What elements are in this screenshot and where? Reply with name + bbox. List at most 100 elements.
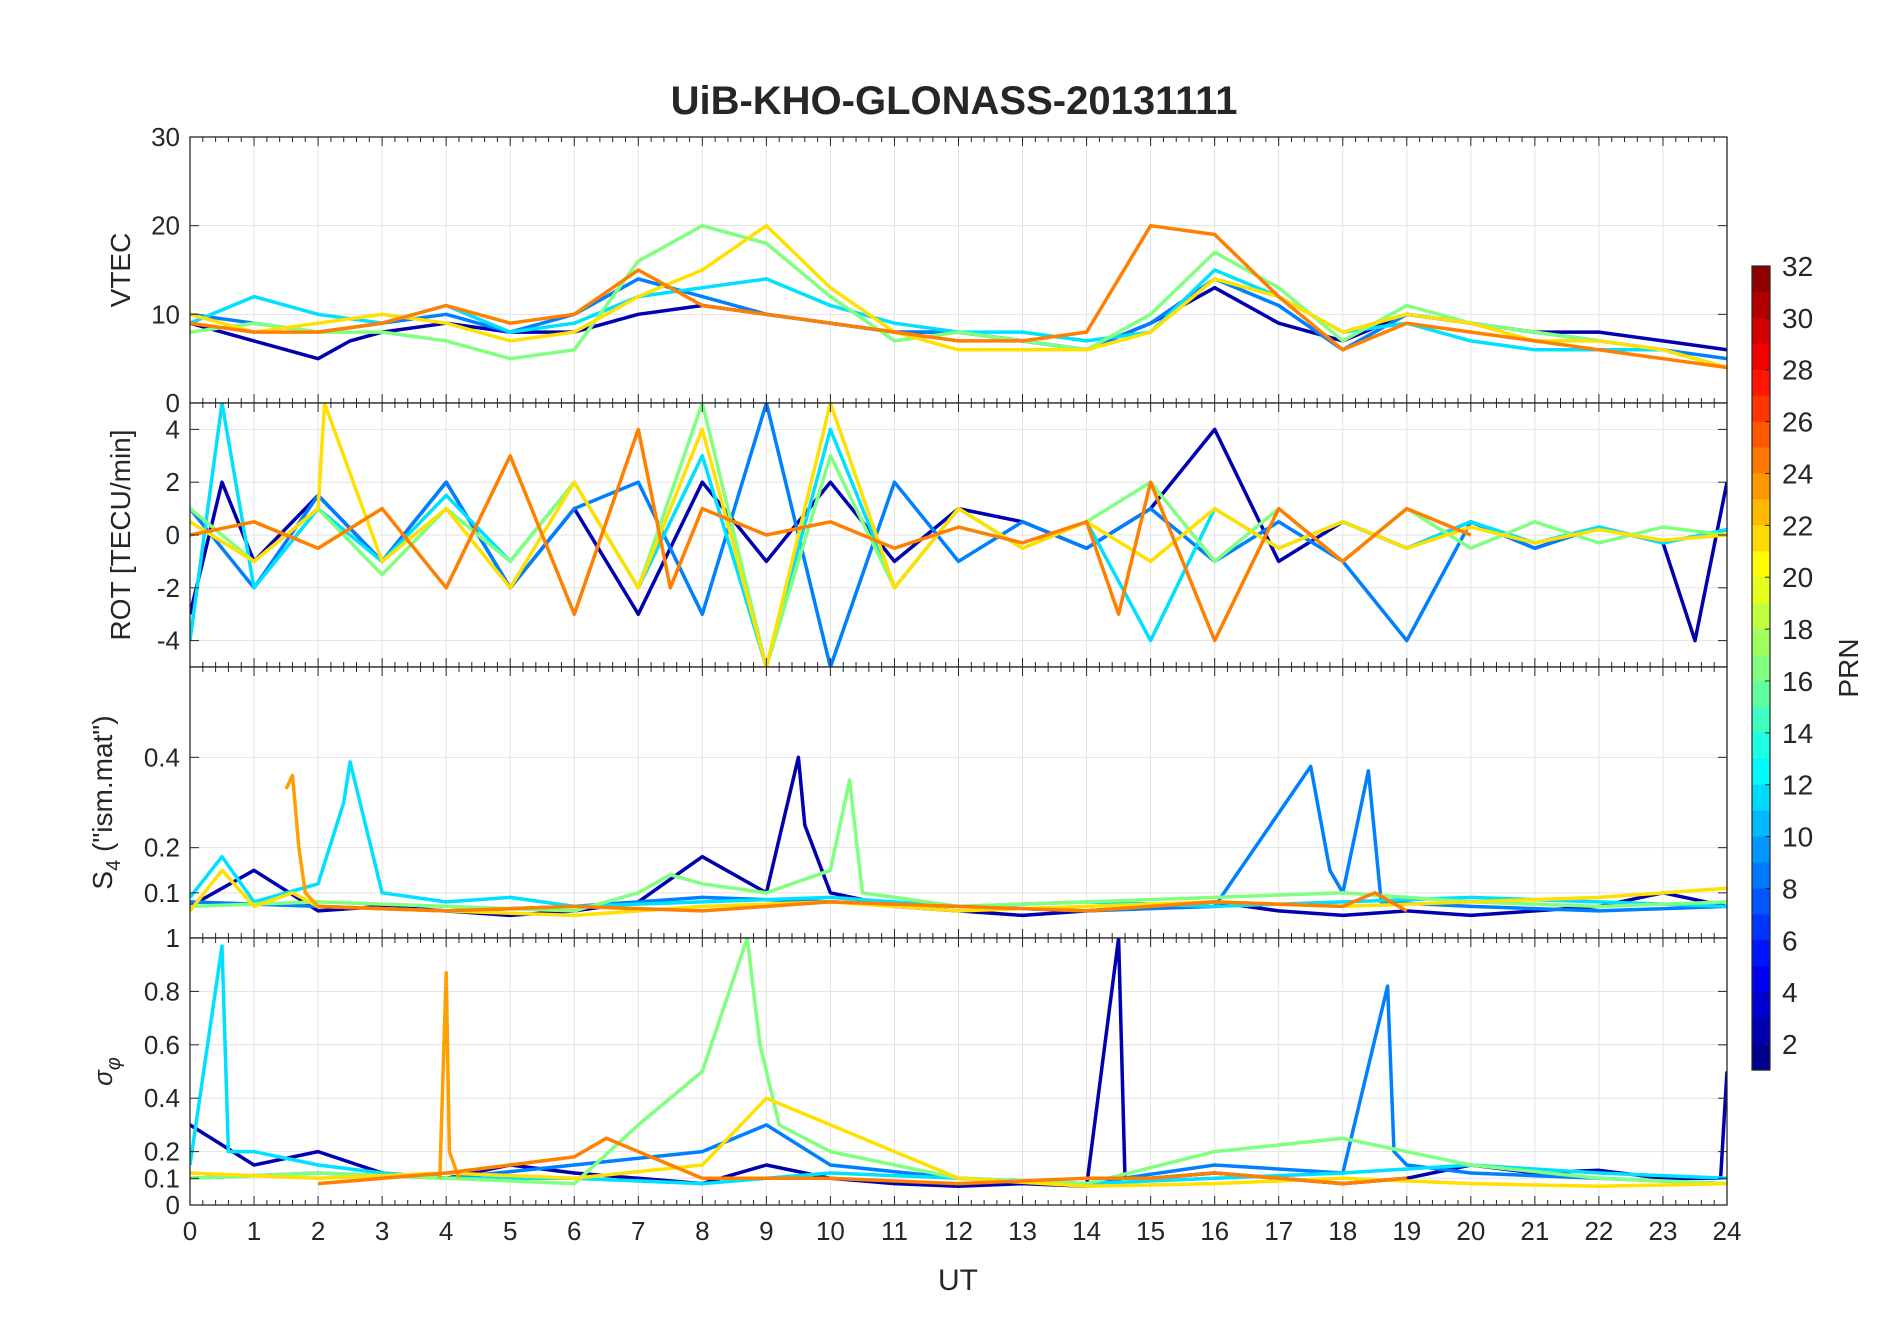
y-tick-label: 0.4 — [144, 742, 180, 772]
x-tick-label: 15 — [1136, 1216, 1165, 1246]
colorbar-band — [1752, 266, 1770, 293]
colorbar-band — [1752, 732, 1770, 760]
colorbar-tick-label: 20 — [1782, 562, 1813, 593]
colorbar-band — [1752, 862, 1770, 890]
series-group — [190, 755, 1727, 918]
x-tick-label: 0 — [183, 1216, 197, 1246]
colorbar-band — [1752, 629, 1770, 656]
colorbar-tick-label: 18 — [1782, 614, 1813, 645]
colorbar-tick-label: 32 — [1782, 251, 1813, 282]
data-series-line — [190, 868, 1727, 918]
colorbar-band — [1752, 577, 1770, 604]
colorbar-band — [1752, 1018, 1770, 1045]
colorbar-band — [1752, 603, 1770, 630]
colorbar-band — [1752, 966, 1770, 993]
colorbar-band — [1752, 343, 1770, 371]
x-tick-label: 10 — [816, 1216, 845, 1246]
x-tick-label: 2 — [311, 1216, 325, 1246]
chart-title: UiB-KHO-GLONASS-20131111 — [671, 79, 1238, 123]
x-tick-label: 4 — [439, 1216, 453, 1246]
y-tick-label: 1 — [166, 923, 180, 953]
x-axis-label: UT — [938, 1264, 978, 1297]
data-series-line — [190, 427, 1472, 643]
x-tick-label: 3 — [375, 1216, 389, 1246]
x-tick-label: 23 — [1648, 1216, 1677, 1246]
data-series-line — [284, 773, 320, 908]
y-axis-label: VTEC — [105, 233, 136, 308]
colorbar-band — [1752, 758, 1770, 786]
y-axis-label: ROT [TECU/min] — [105, 429, 136, 640]
y-axis-label-subscript: 4 — [103, 860, 125, 871]
colorbar-band — [1752, 706, 1770, 734]
y-tick-label: -4 — [157, 626, 180, 656]
colorbar-band — [1752, 317, 1770, 345]
data-series-line — [190, 223, 1727, 370]
series-group — [190, 403, 1727, 667]
colorbar-band — [1752, 940, 1770, 967]
colorbar-tick-label: 4 — [1782, 977, 1798, 1008]
x-tick-label: 18 — [1328, 1216, 1357, 1246]
x-tick-label: 19 — [1392, 1216, 1421, 1246]
x-tick-label: 14 — [1072, 1216, 1101, 1246]
y-axis-label-rest: ("ism.mat") — [87, 715, 118, 859]
colorbar-band — [1752, 525, 1770, 552]
y-tick-label: 0.2 — [144, 1137, 180, 1167]
colorbar-tick-label: 16 — [1782, 666, 1813, 697]
data-series-line — [190, 778, 1727, 913]
series-group — [190, 223, 1727, 370]
data-series-line — [190, 1096, 1727, 1189]
y-tick-label: 0.4 — [144, 1083, 180, 1113]
colorbar-band — [1752, 680, 1770, 708]
x-tick-label: 20 — [1456, 1216, 1485, 1246]
x-tick-label: 24 — [1713, 1216, 1742, 1246]
panel-rot: -4 -2 0 2 4 ROT [TECU/min] — [105, 402, 1728, 668]
x-tick-label: 8 — [695, 1216, 709, 1246]
colorbar-tick-label: 28 — [1782, 355, 1813, 386]
x-tick-label: 17 — [1264, 1216, 1293, 1246]
colorbar-band — [1752, 836, 1770, 864]
y-tick-label: 0 — [166, 1190, 180, 1220]
x-tick-label: 16 — [1200, 1216, 1229, 1246]
x-tick-label: 13 — [1008, 1216, 1037, 1246]
y-tick-label: 0.1 — [144, 878, 180, 908]
colorbar-tick-label: 12 — [1782, 770, 1813, 801]
data-series-line — [438, 970, 461, 1179]
y-tick-label: -2 — [157, 573, 180, 603]
colorbar-band — [1752, 784, 1770, 812]
colorbar-band — [1752, 655, 1770, 682]
colorbar-band — [1752, 1044, 1770, 1071]
y-tick-label: 2 — [166, 467, 180, 497]
x-tick-label: 6 — [567, 1216, 581, 1246]
x-tick-label: 21 — [1520, 1216, 1549, 1246]
colorbar-tick-label: 2 — [1782, 1029, 1798, 1060]
colorbar-band — [1752, 291, 1770, 319]
colorbar-band — [1752, 395, 1770, 423]
panel-s4: 0.10.20.4S4 ("ism.mat") — [87, 666, 1728, 939]
y-tick-label: 0.2 — [144, 833, 180, 863]
data-series-line — [190, 938, 1727, 1186]
x-tick-label: 9 — [759, 1216, 773, 1246]
data-series-line — [317, 1136, 1407, 1186]
colorbar-band — [1752, 369, 1770, 397]
colorbar-tick-label: 8 — [1782, 873, 1798, 904]
colorbar-tick-label: 26 — [1782, 407, 1813, 438]
series-group — [190, 938, 1727, 1189]
y-tick-label: 20 — [151, 211, 180, 241]
y-tick-label: 0.1 — [144, 1163, 180, 1193]
colorbar-band — [1752, 499, 1770, 526]
colorbar-tick-label: 30 — [1782, 303, 1813, 334]
colorbar-band — [1752, 421, 1770, 449]
y-tick-label: 0 — [166, 520, 180, 550]
y-tick-label: 0.6 — [144, 1030, 180, 1060]
colorbar-frame — [1751, 265, 1771, 1071]
colorbar-tick-label: 14 — [1782, 718, 1813, 749]
colorbar-band — [1752, 914, 1770, 941]
y-axis-label-subscript: φ — [103, 1057, 125, 1070]
colorbar-tick-label: 22 — [1782, 510, 1813, 541]
y-tick-label: 0 — [166, 388, 180, 418]
colorbar-label: PRN — [1833, 638, 1864, 697]
colorbar-band — [1752, 810, 1770, 838]
